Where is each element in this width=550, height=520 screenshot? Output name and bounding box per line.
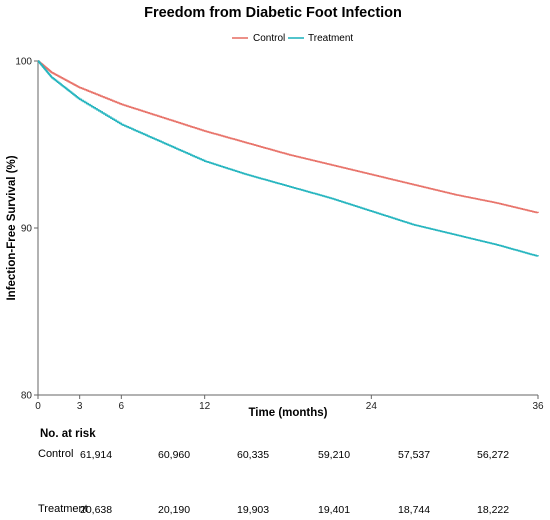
risk-cell: 59,210 <box>318 449 351 461</box>
chart-title: Freedom from Diabetic Foot Infection <box>144 5 402 21</box>
risk-cell: 56,272 <box>477 449 510 461</box>
x-axis-label: Time (months) <box>248 407 327 419</box>
risk-cell: 61,914 <box>80 449 113 461</box>
series-line-control <box>37 60 539 214</box>
y-ticks: 80 90 100 <box>15 57 38 402</box>
x-tick-label: 0 <box>35 401 41 412</box>
risk-row-label-control: Control <box>38 448 74 460</box>
x-tick-label: 36 <box>532 401 544 412</box>
risk-cell: 18,222 <box>477 504 510 516</box>
risk-table-heading: No. at risk <box>40 428 96 440</box>
risk-cell: 20,638 <box>80 504 113 516</box>
legend: Control Treatment <box>232 33 353 44</box>
legend-label-treatment: Treatment <box>308 33 353 44</box>
y-tick-label: 90 <box>21 224 33 235</box>
risk-row-label-treatment: Treatment <box>38 503 88 515</box>
legend-label-control: Control <box>253 33 285 44</box>
risk-cell: 60,335 <box>237 449 270 461</box>
y-axis-label: Infection-Free Survival (%) <box>6 155 18 300</box>
x-tick-label: 24 <box>366 401 378 412</box>
x-tick-label: 3 <box>77 401 83 412</box>
series-line-treatment <box>37 60 539 257</box>
x-ticks: 0 3 6 12 24 36 <box>35 395 544 412</box>
risk-cell: 57,537 <box>398 449 431 461</box>
risk-cell: 19,903 <box>237 504 270 516</box>
risk-cell: 20,190 <box>158 504 191 516</box>
risk-cell: 18,744 <box>398 504 431 516</box>
survival-chart: Freedom from Diabetic Foot Infection Con… <box>6 5 544 419</box>
x-tick-label: 6 <box>119 401 125 412</box>
risk-cell: 60,960 <box>158 449 191 461</box>
risk-cell: 19,401 <box>318 504 351 516</box>
y-tick-label: 80 <box>21 391 33 402</box>
y-tick-label: 100 <box>15 57 32 68</box>
x-tick-label: 12 <box>199 401 211 412</box>
